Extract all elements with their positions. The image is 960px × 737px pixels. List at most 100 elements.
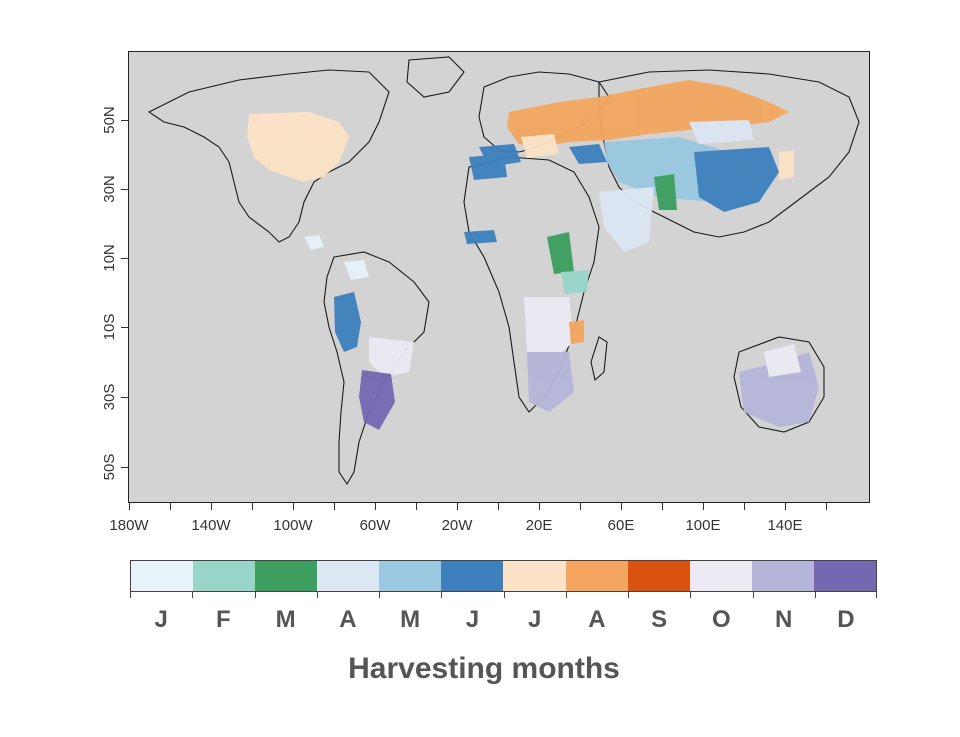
legend-title: Harvesting months [348, 652, 620, 685]
legend-tick [503, 592, 505, 598]
legend-tick [690, 592, 692, 598]
x-tick [744, 503, 745, 510]
legend-tick [565, 592, 567, 598]
region-china-a [689, 120, 754, 144]
legend-swatch [627, 561, 690, 591]
y-label-10s: 10S [101, 313, 118, 341]
x-tick [170, 503, 171, 510]
region-north-africa [469, 154, 507, 180]
region-africa-oct [524, 297, 574, 362]
y-label-30n: 30N [101, 175, 118, 203]
legend-swatch [813, 561, 876, 591]
x-tick [826, 503, 827, 510]
legend-tick [130, 592, 131, 598]
region-sa-north [344, 260, 369, 280]
region-australia-oct [764, 344, 801, 377]
x-tick [457, 503, 458, 510]
harvest-regions [247, 80, 819, 430]
legend-month-label: J [527, 606, 542, 633]
legend-tick [628, 592, 629, 598]
legend-color-bar [130, 560, 877, 592]
legend-month-label: D [837, 606, 855, 633]
y-label-10n: 10N [101, 244, 118, 272]
legend-swatch [193, 561, 256, 591]
legend-tick [752, 592, 754, 598]
x-label-20w: 20W [441, 517, 473, 534]
y-label-30s: 30S [101, 383, 118, 411]
north-america-outline [147, 69, 390, 243]
legend-tick [316, 592, 318, 598]
legend-swatch [751, 561, 814, 591]
x-label-180w: 180W [109, 517, 149, 534]
legend-swatch [379, 561, 442, 591]
south-america-outline [323, 251, 430, 486]
world-map [147, 56, 860, 486]
asia-outline [598, 69, 860, 238]
legend-tick [814, 592, 816, 598]
x-tick [785, 503, 786, 510]
region-africa-aug [569, 320, 584, 344]
legend-swatch [689, 561, 752, 591]
legend-month-label: S [651, 606, 668, 633]
x-tick [539, 503, 540, 510]
legend-month-label: M [400, 606, 421, 633]
x-tick [293, 503, 294, 510]
legend-swatch [255, 561, 318, 591]
region-north-america [247, 112, 349, 182]
legend-tick [254, 592, 256, 598]
region-india-mar [654, 174, 677, 210]
legend-swatch [317, 561, 380, 591]
legend-month-label: N [774, 606, 793, 633]
legend-swatch [565, 561, 628, 591]
x-label-100w: 100W [273, 517, 313, 534]
x-tick [580, 503, 581, 510]
y-tick [121, 189, 128, 190]
x-label-140e: 140E [767, 517, 803, 534]
legend-tick [379, 592, 380, 598]
x-label-100e: 100E [685, 517, 721, 534]
region-sa-argentina [359, 370, 395, 430]
region-europe-jul [521, 134, 559, 158]
region-china [694, 147, 779, 212]
y-tick [121, 397, 128, 398]
greenland-outline [406, 56, 465, 98]
region-east-africa-mar [547, 232, 574, 274]
x-tick [334, 503, 335, 510]
region-africa-nov [527, 352, 574, 412]
legend-tick [876, 592, 877, 598]
region-west-africa [464, 230, 497, 244]
x-tick [498, 503, 499, 510]
x-tick [375, 503, 376, 510]
y-label-50n: 50N [101, 106, 118, 134]
legend-tick [441, 592, 443, 598]
x-label-140w: 140W [191, 517, 231, 534]
y-tick [121, 120, 128, 121]
region-sa-andes [334, 292, 361, 352]
legend-swatch [503, 561, 566, 591]
legend-month-label: A [588, 606, 606, 633]
legend-month-label: J [465, 606, 480, 633]
x-tick [621, 503, 622, 510]
region-sa-brazil-o [369, 337, 414, 377]
x-tick [662, 503, 663, 510]
y-tick [121, 467, 128, 468]
region-mexico [304, 235, 324, 250]
legend-month-label: O [712, 606, 731, 633]
region-europe-aug [507, 80, 789, 147]
madagascar-outline [590, 336, 608, 382]
y-tick [121, 258, 128, 259]
region-japan [779, 150, 794, 180]
x-tick [211, 503, 212, 510]
x-tick [129, 503, 130, 510]
region-india-ocean [599, 187, 654, 252]
map-panel [128, 51, 870, 503]
legend-swatch [131, 561, 194, 591]
x-tick [252, 503, 253, 510]
y-label-50s: 50S [101, 453, 118, 481]
legend-month-label: F [216, 606, 231, 633]
x-tick [703, 503, 704, 510]
legend-month-label: M [275, 606, 296, 633]
x-label-60e: 60E [607, 517, 635, 534]
legend-swatch [441, 561, 504, 591]
x-tick [416, 503, 417, 510]
